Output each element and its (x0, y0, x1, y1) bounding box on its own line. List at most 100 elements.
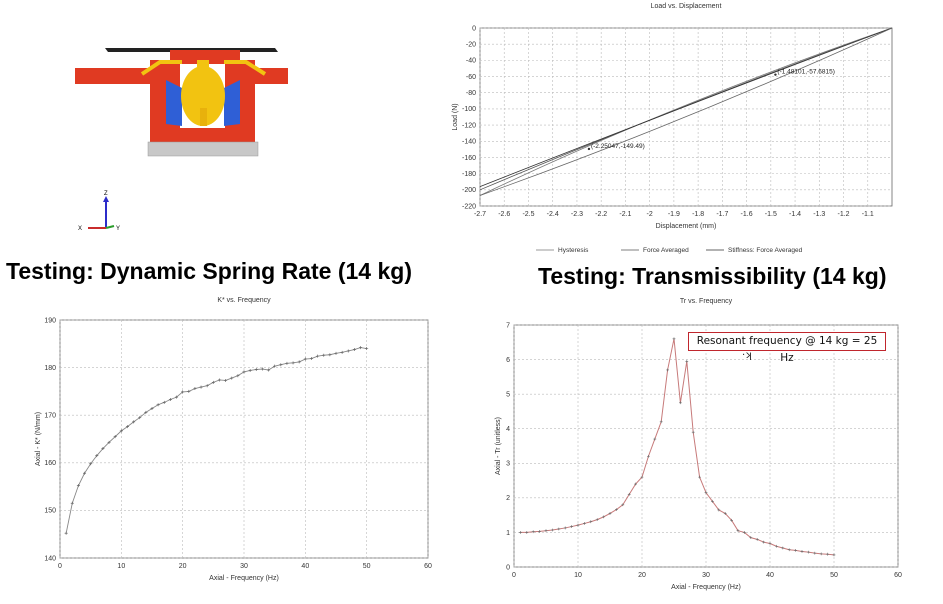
tr-point (723, 512, 727, 515)
kstar-point (199, 385, 203, 389)
tr-point (647, 454, 650, 458)
annotation-label: (-1.48101,-57.6815) (777, 69, 834, 76)
kstar-point (89, 462, 93, 466)
x-axis-label: Axial - Frequency (Hz) (671, 584, 741, 591)
kstar-point (205, 384, 209, 388)
legend-entry: Hysteresis (558, 247, 589, 254)
yellow-core (181, 66, 225, 126)
tr-point (768, 542, 772, 545)
x-tick-label: -1.8 (692, 211, 704, 218)
kstar-point (193, 387, 197, 391)
yellow-ribbon-right (224, 60, 267, 76)
tr-point (653, 437, 657, 441)
y-axis-label: Load (N) (452, 103, 459, 130)
chart-title: K* vs. Frequency (217, 297, 271, 304)
tr-point (730, 518, 733, 522)
kstar-point (328, 353, 332, 357)
kstar-point (211, 380, 215, 384)
tr-point (711, 499, 714, 503)
kstar-point (76, 484, 80, 488)
tr-point (749, 536, 753, 540)
load-displacement-chart: Load vs. Displacement -2.7 -2.6 -2.5 -2.4 -2.… (452, 3, 893, 254)
y-tick-label: -220 (462, 203, 476, 210)
y-tick-label: 6 (506, 357, 510, 364)
chart-title: Tr vs. Frequency (680, 298, 733, 305)
tr-point (704, 491, 708, 495)
kstar-point (248, 368, 252, 372)
tr-point (832, 553, 836, 557)
kstar-point (224, 378, 228, 382)
tr-point (634, 482, 637, 486)
legend-entry: Force Averaged (643, 247, 689, 254)
tr-point (787, 548, 791, 552)
x-tick-label: 20 (638, 572, 646, 579)
tr-point (576, 523, 580, 527)
kstar-point (359, 346, 363, 350)
kstar-point (119, 429, 123, 433)
tr-point (775, 544, 778, 548)
housing-base (150, 128, 255, 142)
y-tick-label: 160 (44, 460, 56, 467)
y-axis-icon (105, 225, 115, 229)
kstar-frequency-chart: K* vs. Frequency 0 10 20 30 40 50 60 140 150 160 17… (35, 297, 432, 582)
tr-point (781, 546, 785, 550)
tr-point (551, 528, 554, 532)
kstar-point (309, 357, 313, 361)
x-tick-label: -1.3 (813, 211, 825, 218)
y-tick-label: 180 (44, 365, 56, 372)
tr-point (531, 530, 535, 534)
kstar-series-line (65, 347, 367, 534)
kstar-point (340, 350, 344, 354)
x-tick-label: -1.6 (741, 211, 753, 218)
kstar-point (236, 374, 240, 378)
kstar-point (168, 397, 172, 401)
tr-point (595, 518, 599, 522)
x-tick-label: 60 (424, 563, 432, 570)
kstar-point (64, 531, 68, 535)
tr-point (666, 368, 669, 372)
triad-x-label: X (78, 226, 82, 232)
x-tick-label: 50 (830, 572, 838, 579)
kstar-point (346, 349, 350, 353)
triad-y-label: Y (116, 226, 120, 232)
x-tick-label: -1.2 (837, 211, 849, 218)
gray-base-plate (147, 141, 259, 157)
tr-point (698, 475, 701, 479)
kstar-point (316, 354, 320, 358)
legend-entry: Stiffness: Force Averaged (728, 247, 803, 254)
tr-point (640, 475, 644, 479)
kstar-point (175, 395, 179, 399)
y-tick-label: 0 (472, 25, 476, 32)
tr-point (538, 529, 541, 533)
kstar-point (132, 420, 136, 424)
kstar-point (95, 454, 99, 458)
kstar-point (150, 407, 154, 411)
x-tick-label: 30 (240, 563, 248, 570)
y-tick-label: -120 (462, 122, 476, 129)
kstar-point (83, 471, 87, 475)
kstar-point (291, 361, 295, 365)
tr-point (627, 493, 631, 496)
y-tick-label: -80 (466, 90, 476, 97)
kstar-point (334, 351, 338, 355)
kstar-point (125, 425, 129, 429)
resonance-annotation: Resonant frequency @ 14 kg = 25 Hz (688, 332, 886, 364)
transmissibility-chart: Tr vs. Frequency 0 10 20 30 40 50 60 0 1 2 3 4 5 6 7 Axi… (495, 298, 902, 591)
y-tick-label: -180 (462, 171, 476, 178)
kstar-point (187, 389, 191, 393)
x-tick-label: 60 (894, 572, 902, 579)
kstar-point (138, 416, 142, 420)
kstar-point (352, 348, 356, 352)
yellow-ribbon-left (140, 60, 182, 76)
x-axis-label: Axial - Frequency (Hz) (209, 575, 279, 582)
tr-point (826, 552, 829, 556)
y-axis-label: Axial - Tr (unitless) (495, 417, 502, 475)
x-tick-label: -1.9 (668, 211, 680, 218)
x-tick-label: 30 (702, 572, 710, 579)
plot-area (59, 319, 429, 559)
x-tick-label: -1.7 (716, 211, 728, 218)
y-tick-label: 190 (44, 317, 56, 324)
y-tick-label: -200 (462, 187, 476, 194)
tr-point (807, 550, 810, 554)
tr-point (819, 552, 823, 556)
